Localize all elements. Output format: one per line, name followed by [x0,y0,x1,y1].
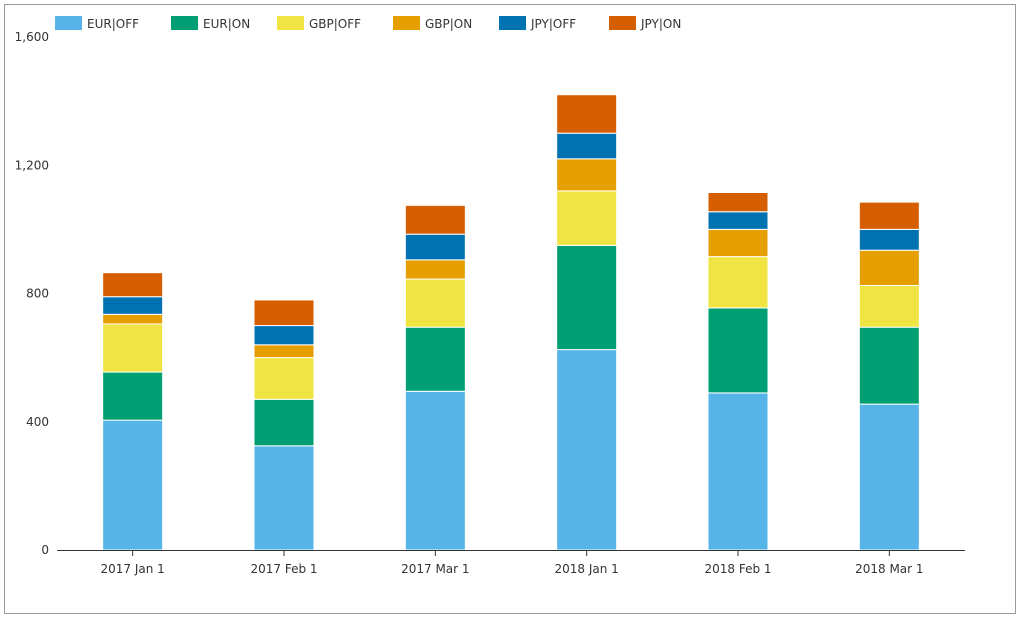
bar-segment-2017-jan-1-gbp-on[interactable] [102,313,164,325]
x-tick-label-2017-feb-1: 2017 Feb 1 [250,562,317,576]
bar-segment-2018-jan-1-jpy-off[interactable] [556,132,618,160]
bar-segment-2017-mar-1-gbp-on[interactable] [404,259,466,280]
bar-segment-2018-mar-1-eur-on[interactable] [858,326,920,405]
bar-segment-2018-mar-1-gbp-off[interactable] [858,284,920,328]
bar-segment-2018-mar-1-gbp-on[interactable] [858,249,920,286]
bar-segment-2017-mar-1-jpy-on[interactable] [404,204,466,235]
y-tick-label-400: 400 [26,415,49,429]
bar-segment-2018-jan-1-jpy-on[interactable] [556,94,618,134]
x-axis: 2017 Jan 1 2017 Feb 1 2017 Mar 1 2018 Jan 1… [57,550,965,576]
x-tick-label-2018-mar-1: 2018 Mar 1 [855,562,923,576]
bar-segment-2018-feb-1-eur-on[interactable] [707,307,769,394]
x-tick-label-2018-feb-1: 2018 Feb 1 [704,562,771,576]
bar-segment-2017-feb-1-eur-on[interactable] [253,398,315,447]
bar-segment-2017-mar-1-eur-on[interactable] [404,326,466,392]
legend-label-jpy-off: JPY|OFF [530,17,576,31]
legend-label-gbp-on: GBP|ON [425,17,472,31]
bar-segment-2018-mar-1-jpy-off[interactable] [858,228,920,251]
bars [102,94,920,551]
bar-segment-2018-feb-1-jpy-on[interactable] [707,192,769,213]
x-tick-label-2018-jan-1: 2018 Jan 1 [555,562,619,576]
x-tick-label-2017-mar-1: 2017 Mar 1 [401,562,469,576]
bar-segment-2017-feb-1-eur-off[interactable] [253,445,315,551]
stacked-bar-chart: EUR|OFF EUR|ON GBP|OFF GBP|ON JPY|OFF JPY|ON … [15,16,965,576]
y-tick-label-1200: 1,200 [15,158,49,172]
bar-segment-2018-feb-1-gbp-on[interactable] [707,228,769,258]
bar-segment-2017-jan-1-eur-on[interactable] [102,371,164,421]
bar-segment-2017-mar-1-eur-off[interactable] [404,390,466,551]
bar-segment-2017-feb-1-gbp-on[interactable] [253,344,315,359]
legend-label-gbp-off: GBP|OFF [309,17,361,31]
bar-segment-2017-feb-1-jpy-off[interactable] [253,325,315,346]
legend-label-jpy-on: JPY|ON [640,17,681,31]
legend-swatch-eur-off [55,16,82,30]
bar-segment-2018-jan-1-gbp-on[interactable] [556,158,618,192]
x-tick-label-2017-jan-1: 2017 Jan 1 [101,562,165,576]
legend-swatch-jpy-off [499,16,526,30]
legend-label-eur-on: EUR|ON [203,17,250,31]
bar-segment-2018-mar-1-jpy-on[interactable] [858,201,920,230]
y-tick-label-800: 800 [26,287,49,301]
legend-swatch-gbp-on [393,16,420,30]
y-tick-label-1600: 1,600 [15,30,49,44]
bar-segment-2017-mar-1-jpy-off[interactable] [404,233,466,261]
legend: EUR|OFF EUR|ON GBP|OFF GBP|ON JPY|OFF JPY|ON [55,16,681,31]
legend-swatch-jpy-on [609,16,636,30]
bar-segment-2018-feb-1-jpy-off[interactable] [707,211,769,230]
bar-segment-2017-jan-1-gbp-off[interactable] [102,323,164,373]
bar-segment-2018-feb-1-eur-off[interactable] [707,392,769,551]
y-axis: 0 400 800 1,200 1,600 [15,30,49,557]
bar-segment-2018-feb-1-gbp-off[interactable] [707,256,769,309]
bar-segment-2017-feb-1-jpy-on[interactable] [253,299,315,327]
legend-label-eur-off: EUR|OFF [87,17,139,31]
bar-segment-2017-jan-1-jpy-off[interactable] [102,296,164,315]
bar-segment-2018-jan-1-eur-on[interactable] [556,244,618,351]
bar-segment-2017-jan-1-jpy-on[interactable] [102,272,164,298]
bar-segment-2018-jan-1-eur-off[interactable] [556,349,618,551]
bar-segment-2017-feb-1-gbp-off[interactable] [253,357,315,400]
legend-swatch-gbp-off [277,16,304,30]
bar-segment-2017-jan-1-eur-off[interactable] [102,419,164,551]
bar-segment-2017-mar-1-gbp-off[interactable] [404,278,466,328]
y-tick-label-0: 0 [41,543,49,557]
bar-segment-2018-mar-1-eur-off[interactable] [858,403,920,551]
chart-frame: EUR|OFF EUR|ON GBP|OFF GBP|ON JPY|OFF JPY|ON … [4,4,1016,614]
legend-swatch-eur-on [171,16,198,30]
bar-segment-2018-jan-1-gbp-off[interactable] [556,190,618,246]
